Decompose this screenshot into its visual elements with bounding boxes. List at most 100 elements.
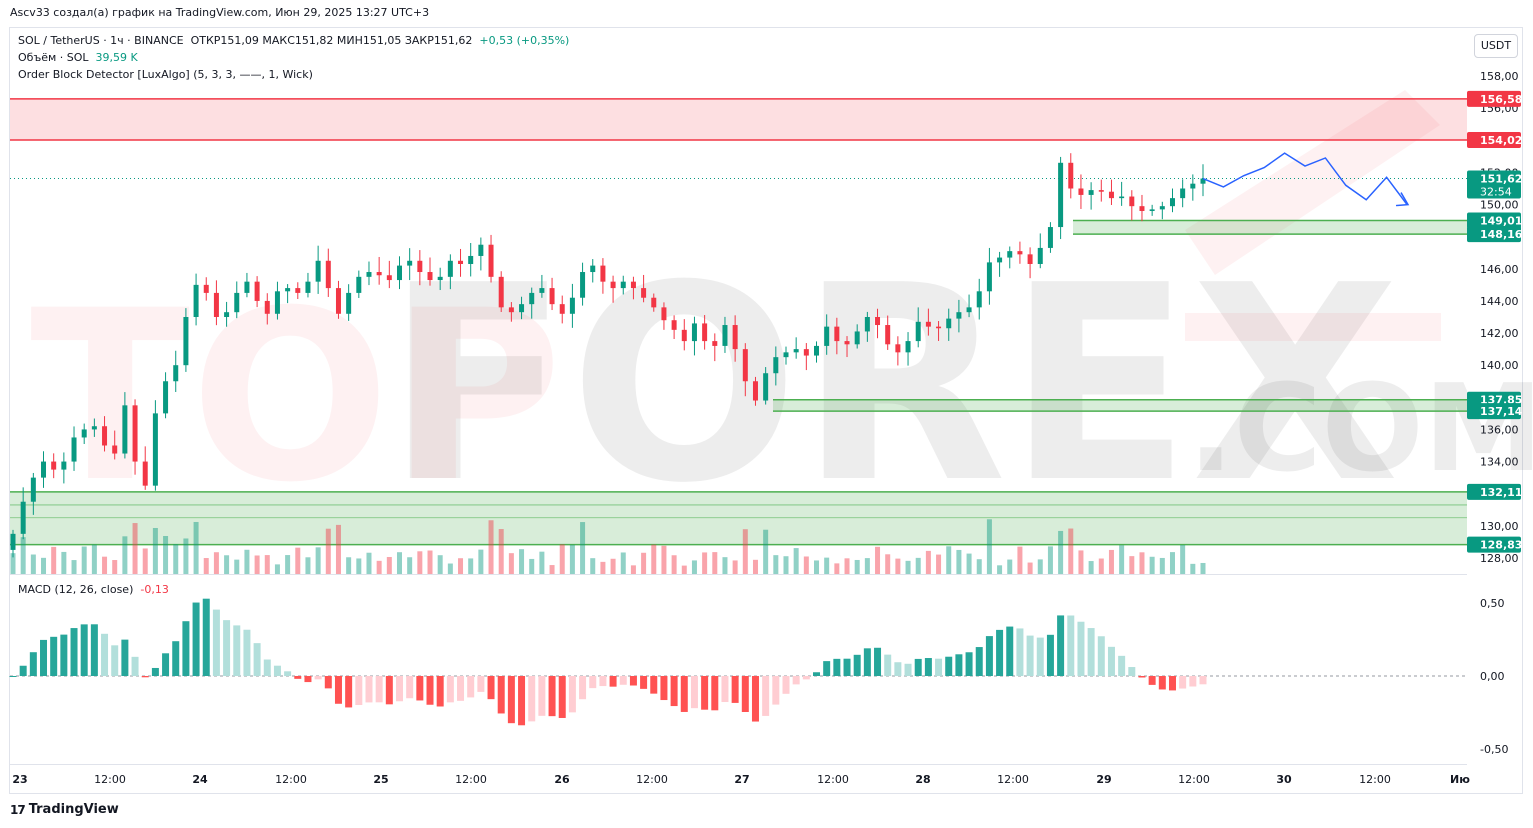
macd-bar [497,676,505,714]
candle-body [478,244,484,256]
time-tick: 12:00 [275,773,307,786]
macd-bar [670,676,678,707]
footer-brand[interactable]: 17 TradingView [10,802,119,817]
candle-body [1068,162,1074,189]
macd-bar [426,676,434,705]
volume-bar [91,544,97,574]
volume-bar [773,555,779,574]
macd-bar [355,676,363,706]
macd-bar [151,667,159,676]
volume-bar [580,522,586,574]
candle-body [844,341,850,345]
macd-bar [589,676,597,689]
volume-bar [1007,559,1013,574]
price-label-box [1467,536,1521,553]
volume-bar [254,555,260,574]
price-label-box [1467,90,1521,107]
order-block-bullish [10,491,1467,545]
volume-bar [946,546,952,574]
macd-bar [945,656,953,676]
candle-body [173,365,179,382]
macd-bar [40,639,48,676]
volume-bar [193,521,199,574]
macd-bar [772,676,780,705]
macd-bar [385,676,393,705]
volume-bar [305,557,311,574]
legend-ohlc: ОТКР151,09 МАКС151,82 МИН151,05 ЗАКР151,… [190,34,473,47]
candle-body [447,260,453,277]
time-tick: 12:00 [1178,773,1210,786]
macd-bar [813,672,821,676]
candle-body [956,312,962,319]
macd-bar [436,676,444,707]
volume-bar [244,549,250,574]
macd-bar [202,598,210,676]
volume-bar [885,554,891,574]
time-tick: 12:00 [817,773,849,786]
macd-bar [1189,676,1197,687]
volume-bar [976,559,982,574]
volume-bar [742,529,748,574]
macd-bar [1026,635,1034,676]
price-tick: 158,00 [1480,70,1519,83]
candle-body [203,284,209,293]
candle-body [51,461,57,470]
volume-bar [671,555,677,574]
candle-body [396,265,402,281]
macd-bar [172,641,180,676]
candle-body [875,317,881,326]
candle-body [41,461,47,478]
legend-volume-value: 39,59 K [95,51,138,64]
volume-bar [630,565,636,574]
volume-bar [203,558,209,574]
volume-bar [386,556,392,574]
volume-bar [346,557,352,574]
macd-bar [823,661,831,676]
volume-bar [997,565,1003,574]
candle-body [1017,251,1023,255]
volume-bar [41,557,47,574]
candle-body [1119,196,1125,199]
price-label-box [1467,131,1521,148]
candle-body [417,260,423,273]
macd-bar [467,676,475,698]
price-label: 148,16 [1480,228,1523,241]
candle-body [213,292,219,317]
macd-bar [924,658,932,676]
legend-indicator: Order Block Detector [LuxAlgo] (5, 3, 3,… [18,68,313,81]
macd-bar [111,645,119,676]
volume-bar [81,546,87,574]
candle-body [91,426,97,430]
volume-bar [295,547,301,574]
candle-body [20,501,26,534]
macd-bar [9,676,17,677]
candle-body [905,341,911,353]
candle-body [946,318,952,329]
volume-bar [376,560,382,574]
macd-bar [701,676,709,710]
price-tick: 144,00 [1480,295,1519,308]
macd-bar [1016,628,1024,676]
order-block-bullish [773,399,1467,412]
candle-body [742,349,748,382]
currency-button[interactable]: USDT [1474,34,1518,58]
candle-body [681,329,687,342]
candle-body [458,260,464,264]
macd-tick: 0,50 [1480,597,1505,610]
candle-body [498,276,504,308]
macd-bar [314,676,322,680]
volume-bar [152,527,158,574]
volume-bar [824,557,830,574]
macd-bar [1107,646,1115,676]
volume-bar [691,560,697,574]
candle-body [569,297,575,314]
candle-body [895,344,901,353]
time-tick: 12:00 [997,773,1029,786]
macd-bar [253,643,261,676]
candle-body [376,272,382,276]
volume-bar [986,519,992,574]
macd-bar [650,676,658,694]
macd-bar [609,676,617,687]
volume-bar [447,563,453,574]
